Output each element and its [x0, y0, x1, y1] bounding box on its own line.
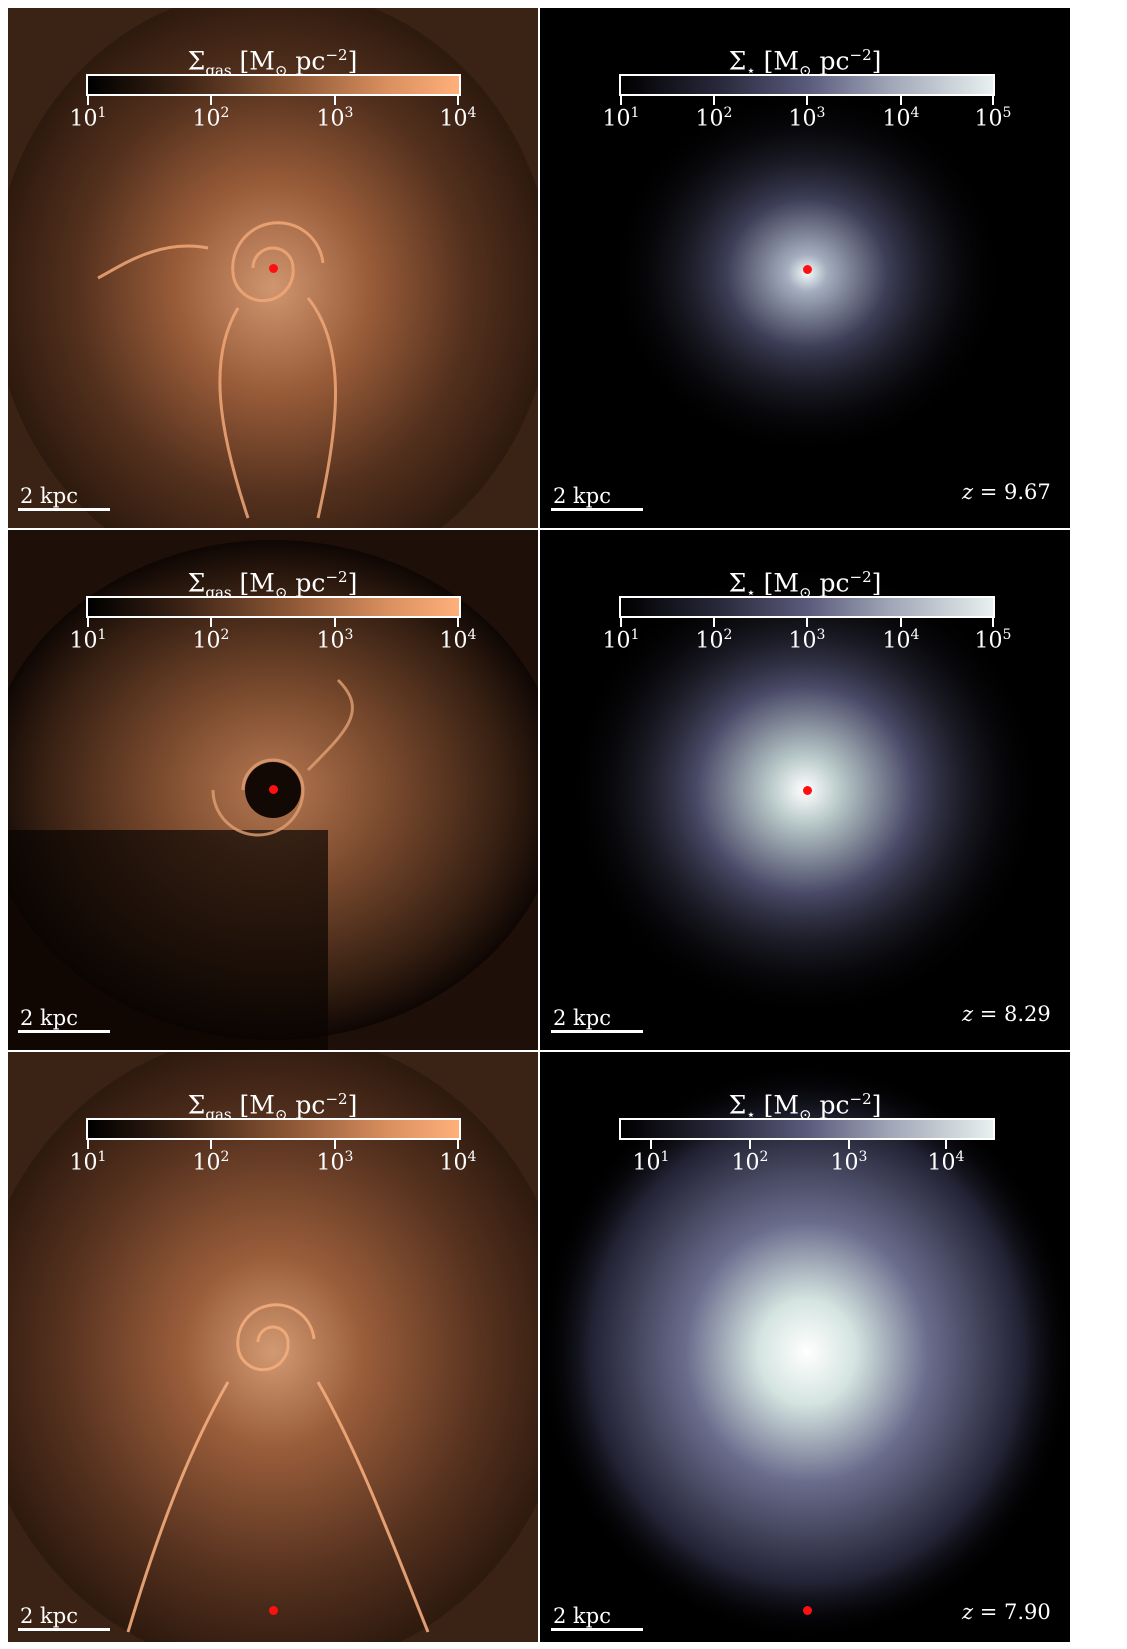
center-marker — [269, 785, 278, 794]
center-marker — [803, 1606, 812, 1615]
stellar-colorbar-tick — [713, 618, 715, 627]
star-panel-row3 — [540, 1052, 1070, 1642]
redshift-label: z = 9.67 — [962, 480, 1051, 504]
scale-bar — [551, 508, 643, 511]
gas-colorbar — [86, 1118, 461, 1140]
stellar-colorbar — [619, 596, 995, 618]
stellar-colorbar-tick — [749, 1140, 751, 1149]
stellar-colorbar-tick-label: 102 — [695, 627, 733, 654]
stellar-colorbar-title: Σ⋆ [M⊙ pc−2] — [728, 1090, 882, 1124]
stellar-colorbar-tick — [848, 1140, 850, 1149]
gas-colorbar-tick — [210, 618, 212, 627]
stellar-colorbar-tick-label: 104 — [882, 627, 920, 654]
gas-colorbar-tick — [457, 1140, 459, 1149]
gas-colorbar-tick-label: 103 — [316, 105, 354, 132]
stellar-colorbar-tick — [900, 618, 902, 627]
stellar-colorbar-tick — [900, 96, 902, 105]
gas-colorbar-tick-label: 104 — [439, 105, 477, 132]
stellar-colorbar-tick-label: 104 — [927, 1149, 965, 1176]
gas-colorbar — [86, 596, 461, 618]
stellar-colorbar-tick — [992, 96, 994, 105]
gas-colorbar-tick-label: 103 — [316, 627, 354, 654]
stellar-colorbar-tick-label: 105 — [974, 105, 1012, 132]
stellar-colorbar-tick-label: 105 — [974, 627, 1012, 654]
stellar-colorbar-tick — [713, 96, 715, 105]
scale-bar — [551, 1030, 643, 1033]
gas-colorbar-tick-label: 103 — [316, 1149, 354, 1176]
stellar-colorbar-tick-label: 101 — [602, 627, 640, 654]
gas-colorbar-tick-label: 102 — [192, 105, 230, 132]
stellar-colorbar-tick-label: 101 — [602, 105, 640, 132]
gas-colorbar-tick — [457, 96, 459, 105]
redshift-label: z = 7.90 — [962, 1600, 1051, 1624]
center-marker — [803, 786, 812, 795]
gas-colorbar-tick — [334, 618, 336, 627]
stellar-colorbar-tick-label: 103 — [830, 1149, 868, 1176]
scale-bar-label: 2 kpc — [553, 1006, 611, 1030]
scale-bar-label: 2 kpc — [553, 484, 611, 508]
gas-panel-row3 — [8, 1052, 538, 1642]
stellar-colorbar-title: Σ⋆ [M⊙ pc−2] — [728, 46, 882, 80]
gas-colorbar-tick — [334, 96, 336, 105]
gas-colorbar-tick-label: 102 — [192, 627, 230, 654]
gas-colorbar-tick-label: 101 — [69, 1149, 107, 1176]
stellar-colorbar-tick — [620, 96, 622, 105]
scale-bar — [18, 1030, 110, 1033]
gas-colorbar — [86, 74, 461, 96]
stellar-colorbar-tick-label: 104 — [882, 105, 920, 132]
gas-colorbar-tick-label: 101 — [69, 105, 107, 132]
scale-bar — [18, 1628, 110, 1631]
stellar-colorbar-tick-label: 103 — [788, 105, 826, 132]
center-marker — [269, 1606, 278, 1615]
stellar-colorbar — [619, 74, 995, 96]
stellar-colorbar-tick — [620, 618, 622, 627]
stellar-colorbar-tick-label: 102 — [695, 105, 733, 132]
gas-colorbar-tick-label: 104 — [439, 627, 477, 654]
scale-bar — [551, 1628, 643, 1631]
gas-colorbar-tick — [87, 96, 89, 105]
gas-colorbar-tick — [210, 1140, 212, 1149]
stellar-colorbar-tick — [992, 618, 994, 627]
stellar-colorbar-tick-label: 101 — [632, 1149, 670, 1176]
gas-colorbar-tick — [457, 618, 459, 627]
stellar-density-image — [540, 1062, 1070, 1642]
gas-colorbar-tick-label: 104 — [439, 1149, 477, 1176]
center-marker — [803, 265, 812, 274]
stellar-colorbar — [619, 1118, 995, 1140]
stellar-colorbar-tick — [650, 1140, 652, 1149]
scale-bar-label: 2 kpc — [20, 1006, 78, 1030]
stellar-colorbar-tick-label: 103 — [788, 627, 826, 654]
redshift-label: z = 8.29 — [962, 1002, 1051, 1026]
center-marker — [269, 264, 278, 273]
gas-colorbar-tick — [210, 96, 212, 105]
gas-colorbar-tick-label: 102 — [192, 1149, 230, 1176]
scale-bar — [18, 508, 110, 511]
gas-colorbar-tick-label: 101 — [69, 627, 107, 654]
gas-colorbar-title: Σgas [M⊙ pc−2] — [187, 568, 358, 602]
stellar-colorbar-tick — [806, 618, 808, 627]
stellar-colorbar-tick — [945, 1140, 947, 1149]
stellar-colorbar-tick — [806, 96, 808, 105]
stellar-colorbar-tick-label: 102 — [731, 1149, 769, 1176]
gas-colorbar-tick — [87, 618, 89, 627]
gas-colorbar-tick — [87, 1140, 89, 1149]
scale-bar-label: 2 kpc — [20, 484, 78, 508]
gas-colorbar-tick — [334, 1140, 336, 1149]
scale-bar-label: 2 kpc — [20, 1604, 78, 1628]
scale-bar-label: 2 kpc — [553, 1604, 611, 1628]
gas-density-image — [8, 1052, 538, 1642]
